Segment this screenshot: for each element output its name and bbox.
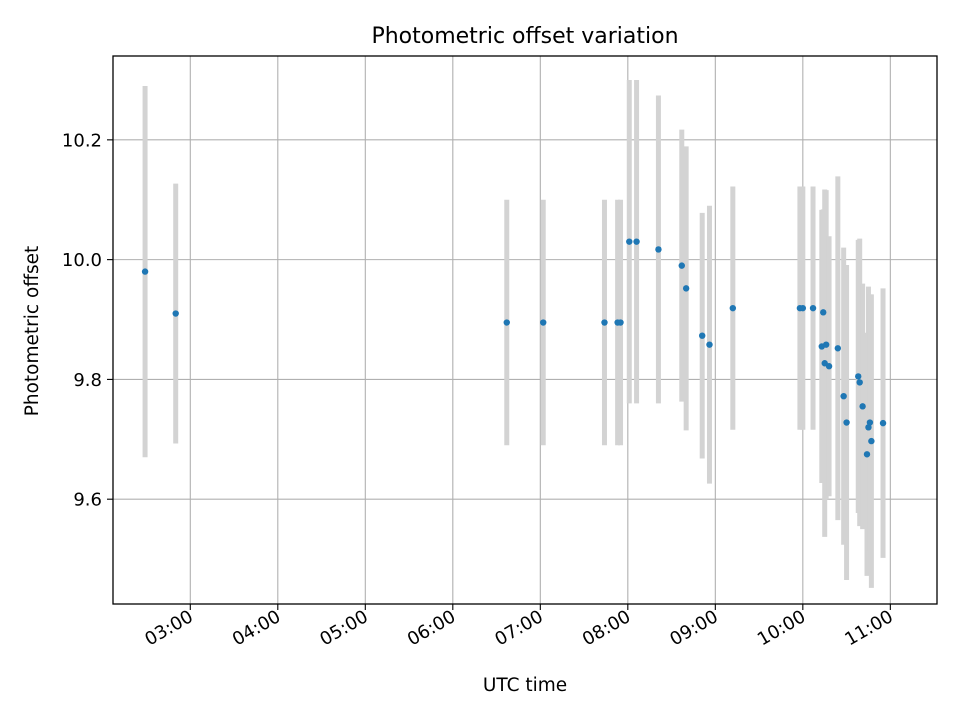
- x-tick-label: 04:00: [229, 606, 284, 650]
- x-tick-label: 05:00: [316, 606, 371, 650]
- data-point: [855, 373, 862, 380]
- x-tick-label: 08:00: [579, 606, 634, 650]
- data-point: [682, 285, 690, 292]
- data-point: [503, 319, 510, 326]
- tick-layer: 03:00 04:00 05:00 06:00 07:00 08:00 09:00 10:00…: [62, 130, 897, 650]
- x-tick-label: 10:00: [754, 606, 809, 650]
- x-tick-label: 03:00: [141, 606, 196, 650]
- data-point: [809, 304, 817, 312]
- data-point: [863, 451, 871, 458]
- data-point: [633, 238, 640, 245]
- data-point: [856, 379, 863, 386]
- data-point: [172, 310, 179, 317]
- data-point: [834, 345, 842, 352]
- data-point: [698, 332, 706, 339]
- y-tick-label: 10.0: [62, 250, 102, 271]
- y-tick-label: 10.2: [62, 130, 102, 151]
- y-axis-label: Photometric offset: [22, 246, 43, 417]
- data-point: [729, 304, 737, 312]
- x-axis-label: UTC time: [483, 675, 567, 696]
- data-point: [825, 363, 833, 370]
- data-point: [706, 341, 713, 348]
- x-tick-label: 06:00: [404, 606, 459, 650]
- y-tick-label: 9.6: [73, 490, 102, 511]
- x-tick-label: 09:00: [666, 606, 721, 650]
- data-point: [540, 319, 547, 326]
- errorbar-layer: [142, 79, 886, 588]
- data-point: [141, 268, 149, 275]
- data-point: [859, 403, 866, 410]
- data-point: [866, 419, 874, 426]
- y-tick-label: 9.8: [73, 370, 102, 391]
- data-point: [868, 437, 875, 445]
- data-point: [626, 238, 633, 245]
- data-point: [843, 419, 850, 426]
- chart-title: Photometric offset variation: [371, 24, 678, 49]
- data-point: [678, 262, 685, 269]
- point-layer: [141, 238, 887, 458]
- plot-area-frame: [112, 55, 938, 605]
- data-point: [655, 246, 662, 253]
- data-point: [822, 341, 830, 348]
- data-point: [879, 419, 887, 427]
- data-point: [820, 309, 827, 316]
- data-point: [840, 392, 847, 400]
- data-point: [617, 319, 624, 326]
- data-point: [799, 304, 807, 312]
- data-point: [601, 319, 608, 326]
- x-tick-label: 07:00: [491, 606, 546, 650]
- x-tick-label: 11:00: [841, 606, 896, 650]
